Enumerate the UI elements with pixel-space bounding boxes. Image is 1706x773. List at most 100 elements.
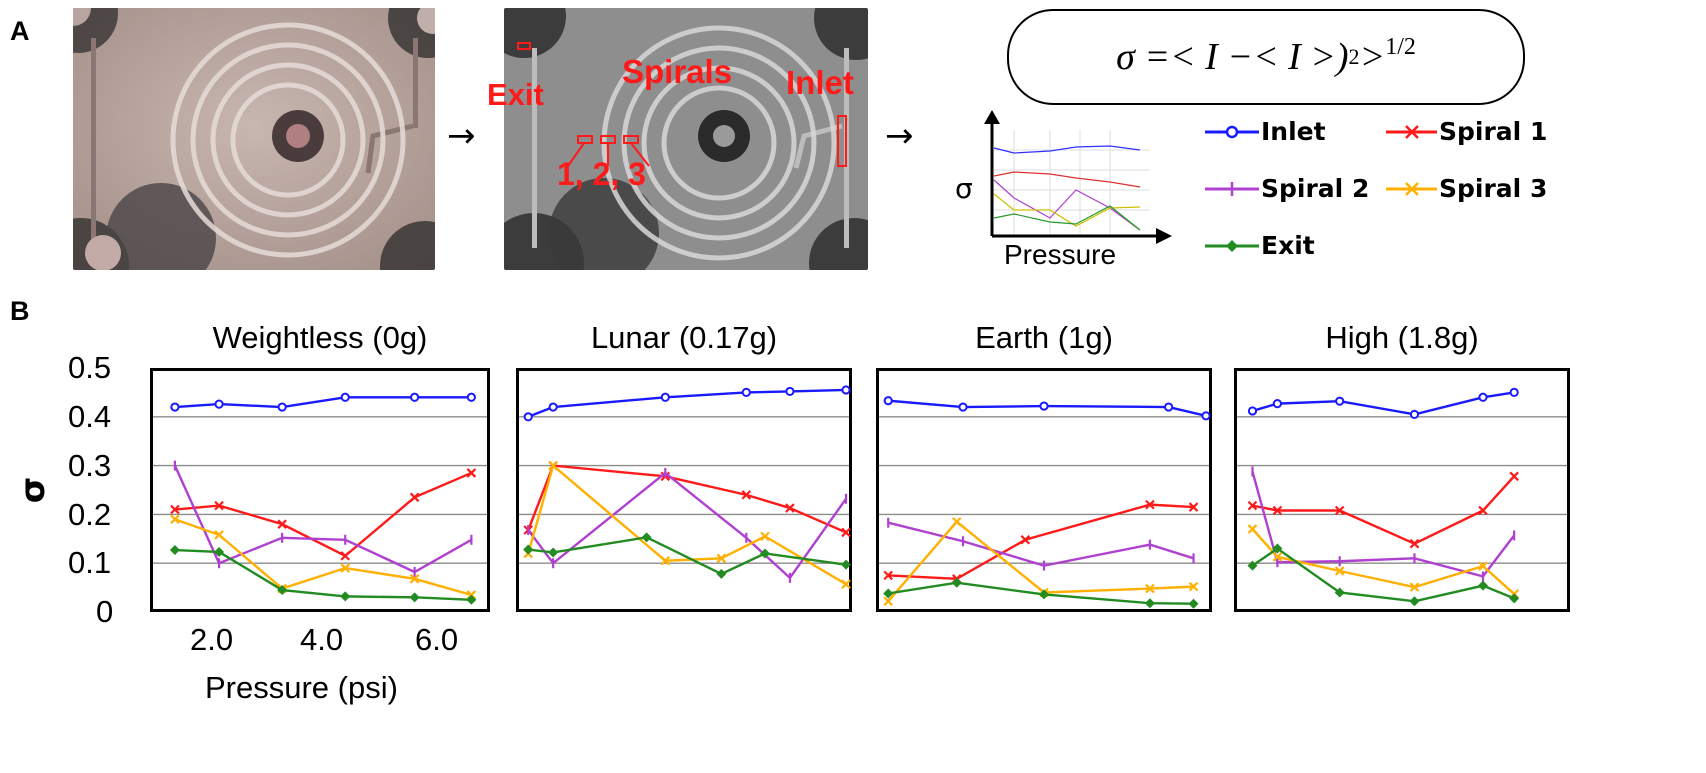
data-point xyxy=(1478,392,1488,402)
data-point xyxy=(1164,402,1174,412)
data-point xyxy=(1201,411,1211,421)
data-point xyxy=(1272,505,1283,516)
legend-item-spiral-3: Spiral 3 xyxy=(1439,174,1547,203)
series-line-inlet xyxy=(1252,391,1515,416)
data-point xyxy=(1145,499,1155,510)
chart-frame xyxy=(1234,368,1570,612)
series-line-exit xyxy=(174,548,472,601)
series-line-spiral-2 xyxy=(527,471,847,580)
data-point xyxy=(1334,587,1345,598)
legend: Inlet Spiral 1 Spiral 2 Spiral 3 Exit xyxy=(1203,113,1603,273)
data-point xyxy=(785,386,795,397)
legend-item-inlet: Inlet xyxy=(1261,117,1326,146)
data-point xyxy=(340,591,351,602)
legend-label-spiral-3: Spiral 3 xyxy=(1439,174,1548,203)
data-point xyxy=(1478,580,1488,591)
data-point xyxy=(1020,534,1031,545)
data-point xyxy=(340,551,351,561)
y-tick: 0.2 xyxy=(68,497,112,532)
data-point xyxy=(1039,401,1049,411)
legend-item-spiral-2: Spiral 2 xyxy=(1261,174,1369,203)
data-point xyxy=(1247,500,1258,511)
data-point xyxy=(1409,409,1420,419)
data-point xyxy=(883,396,893,406)
chart-weightless xyxy=(150,368,490,612)
data-point xyxy=(1145,583,1155,594)
data-point xyxy=(1334,505,1345,516)
data-point xyxy=(1409,582,1420,592)
chart-title-weightless: Weightless (0g) xyxy=(212,320,428,355)
series-line-spiral-1 xyxy=(174,471,472,558)
arrow-right-icon: → xyxy=(885,116,914,156)
series-line-spiral-1 xyxy=(888,503,1194,581)
data-point xyxy=(277,519,287,529)
data-point xyxy=(548,547,559,558)
chart-high xyxy=(1234,368,1570,612)
data-point xyxy=(1247,560,1258,571)
y-tick: 0.1 xyxy=(68,545,112,580)
formula-square: 2 xyxy=(1348,44,1360,69)
data-point xyxy=(466,392,476,402)
data-point xyxy=(409,492,420,503)
data-point xyxy=(214,500,224,511)
panel-b-ylabel: σ xyxy=(13,476,54,504)
series-line-spiral-2 xyxy=(887,521,1194,567)
data-point xyxy=(760,531,770,542)
panel-b-xlabel: Pressure (psi) xyxy=(205,670,398,705)
data-point xyxy=(760,548,770,559)
data-point xyxy=(1272,543,1283,554)
data-point xyxy=(958,402,968,412)
data-point xyxy=(548,402,558,412)
data-point xyxy=(409,574,420,584)
mini-chart-xlabel: Pressure xyxy=(1004,239,1117,270)
chart-title-lunar: Lunar (0.17g) xyxy=(590,320,778,355)
series-line-spiral-1 xyxy=(527,464,847,534)
data-point xyxy=(1509,471,1519,482)
x-tick: 2.0 xyxy=(190,622,234,657)
data-point xyxy=(169,545,180,556)
data-point xyxy=(1478,561,1488,571)
data-point xyxy=(1144,598,1155,609)
data-point xyxy=(741,490,752,500)
data-point xyxy=(1247,524,1258,534)
chart-frame xyxy=(516,368,852,612)
data-point xyxy=(841,559,851,570)
spirals-label: Spirals xyxy=(622,53,733,90)
data-point xyxy=(951,516,962,527)
positions-label: 1, 2, 3 xyxy=(557,156,646,192)
data-point xyxy=(1272,399,1282,409)
data-point xyxy=(1247,406,1258,416)
data-point xyxy=(841,579,851,589)
data-point xyxy=(170,514,180,525)
data-point xyxy=(660,555,671,566)
data-point xyxy=(277,585,288,596)
legend-item-exit: Exit xyxy=(1261,231,1315,260)
exit-label: Exit xyxy=(487,77,544,112)
data-point xyxy=(1188,581,1199,592)
series-line-inlet xyxy=(527,388,847,418)
data-point xyxy=(741,387,751,397)
y-tick: 0.4 xyxy=(68,399,112,434)
chart-frame xyxy=(150,368,490,612)
data-point xyxy=(660,392,670,402)
y-tick: 0 xyxy=(96,594,114,629)
series-line-spiral-1 xyxy=(1252,475,1516,546)
data-point xyxy=(841,527,851,538)
data-point xyxy=(523,544,534,555)
mini-schematic-chart xyxy=(950,110,1180,272)
chart-lunar xyxy=(516,368,852,612)
inlet-label: Inlet xyxy=(786,64,854,101)
data-point xyxy=(1188,502,1199,512)
chart-title-high: High (1.8g) xyxy=(1325,320,1479,355)
legend-label-spiral-1: Spiral 1 xyxy=(1439,117,1548,146)
y-tick: 0.3 xyxy=(68,448,112,483)
data-point xyxy=(409,592,420,603)
data-point xyxy=(1272,552,1283,562)
sigma-formula: σ =< I −< I >) 2 > 1/2 xyxy=(1007,9,1525,105)
x-tick: 6.0 xyxy=(415,622,459,657)
data-point xyxy=(1409,538,1420,549)
data-point xyxy=(170,402,180,412)
panel-b-letter: B xyxy=(10,296,30,326)
data-point xyxy=(1509,593,1520,604)
data-point xyxy=(340,392,350,402)
